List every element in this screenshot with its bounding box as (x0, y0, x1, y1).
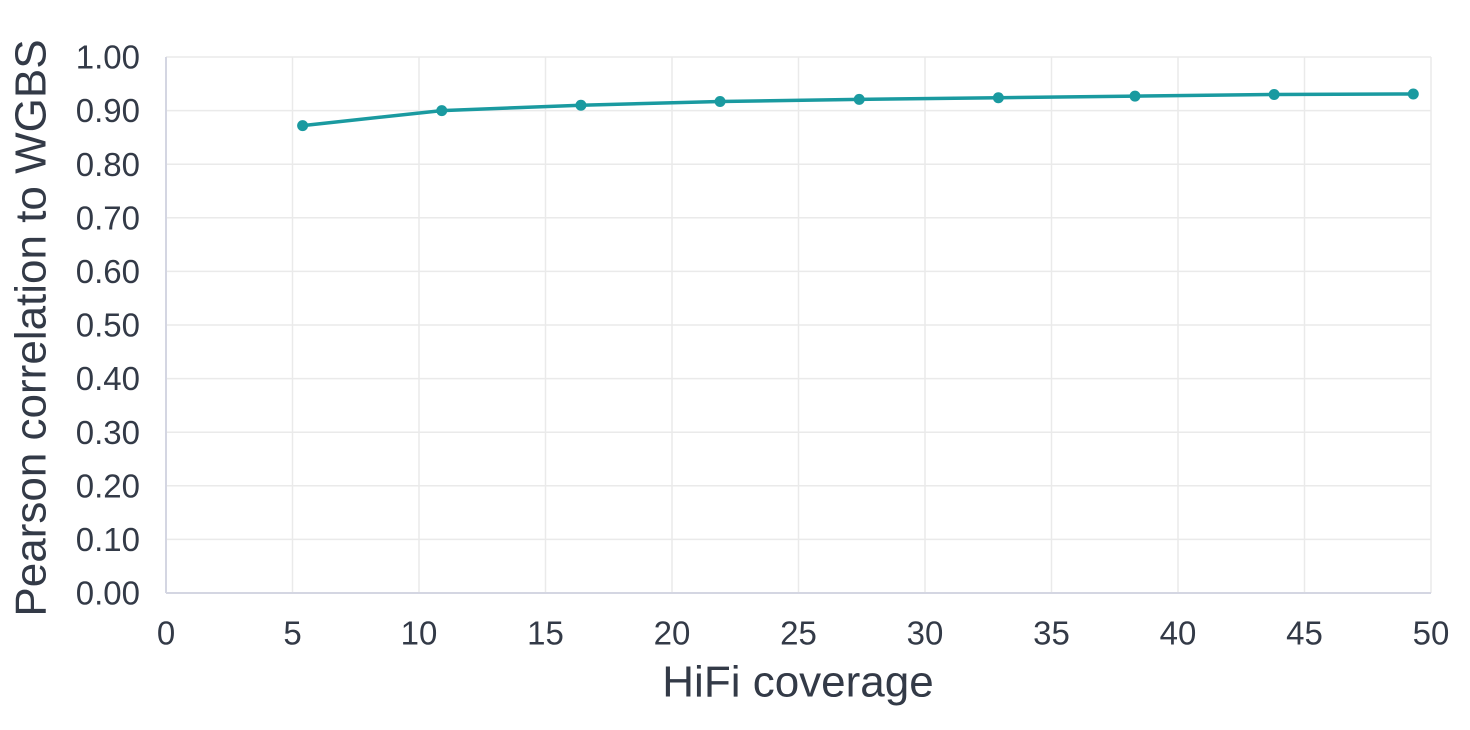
y-tick-label: 0.10 (76, 521, 140, 558)
data-point-marker (297, 120, 309, 132)
x-tick-label: 15 (527, 615, 564, 652)
x-tick-label: 45 (1286, 615, 1323, 652)
y-tick-label: 0.90 (76, 92, 140, 129)
gridlines (166, 56, 1432, 593)
y-axis-title: Pearson correlation to WGBS (6, 39, 55, 616)
tick-labels: 0 5 10 15 20 25 30 35 40 45 50 0.00 0.10 0.20 0.30 0.40… (76, 39, 1450, 652)
axes (165, 57, 1431, 594)
data-point-marker (853, 93, 865, 105)
y-tick-label: 1.00 (76, 39, 140, 76)
data-point-marker (1407, 88, 1419, 100)
data-point-marker (575, 99, 587, 111)
x-tick-label: 10 (401, 615, 438, 652)
y-tick-label: 0.80 (76, 146, 140, 183)
y-tick-label: 0.70 (76, 199, 140, 236)
y-tick-label: 0.00 (76, 575, 140, 612)
x-tick-label: 0 (157, 615, 175, 652)
y-tick-label: 0.40 (76, 360, 140, 397)
data-point-marker (992, 92, 1004, 104)
y-tick-label: 0.60 (76, 253, 140, 290)
data-point-marker (1129, 90, 1141, 102)
y-tick-label: 0.20 (76, 467, 140, 504)
y-axis-title-group: Pearson correlation to WGBS (6, 39, 55, 616)
x-tick-label: 50 (1413, 615, 1450, 652)
x-tick-label: 5 (283, 615, 301, 652)
x-tick-label: 40 (1160, 615, 1197, 652)
x-tick-label: 30 (907, 615, 944, 652)
x-tick-label: 25 (780, 615, 817, 652)
data-point-marker (714, 95, 726, 107)
y-tick-label: 0.30 (76, 414, 140, 451)
x-tick-label: 20 (654, 615, 691, 652)
y-tick-label: 0.50 (76, 307, 140, 344)
data-series (297, 88, 1419, 132)
x-axis-title: HiFi coverage (662, 657, 933, 706)
data-point-marker (1268, 89, 1280, 101)
x-tick-label: 35 (1033, 615, 1070, 652)
data-point-marker (436, 105, 448, 117)
